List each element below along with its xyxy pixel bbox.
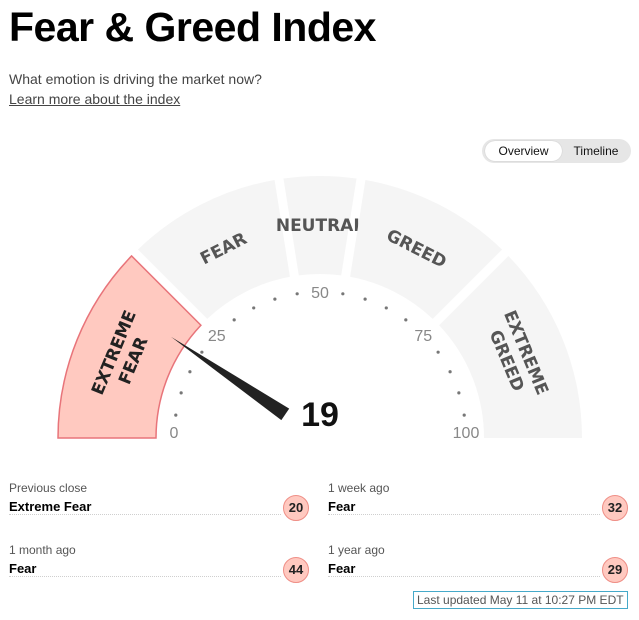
scale-dot	[252, 306, 256, 310]
stat-rating: Fear	[9, 561, 37, 576]
stat-value-badge: 44	[283, 557, 309, 583]
dotted-leader	[9, 576, 281, 577]
scale-dot	[232, 318, 236, 322]
page-subtitle: What emotion is driving the market now?	[9, 71, 262, 87]
scale-dot	[295, 292, 299, 296]
gauge-value: 19	[301, 396, 339, 434]
view-toggle: Overview Timeline	[482, 139, 631, 163]
stat-rating: Extreme Fear	[9, 499, 92, 514]
tick-label-25: 25	[208, 328, 226, 345]
stat-value-badge: 29	[602, 557, 628, 583]
tab-overview[interactable]: Overview	[485, 141, 562, 161]
gauge-segment-extreme-greed	[439, 255, 582, 438]
tick-label-100: 100	[453, 425, 480, 442]
gauge-segment-extreme-fear	[57, 254, 202, 439]
stat-label: Previous close	[9, 481, 88, 495]
stat-rating: Fear	[328, 499, 356, 514]
scale-dot	[363, 297, 367, 301]
scale-dot	[462, 413, 466, 417]
stat-value-badge: 20	[283, 495, 309, 521]
page-title: Fear & Greed Index	[9, 4, 376, 50]
gauge-label-neutral: NEUTRAL	[276, 216, 364, 236]
dotted-leader	[328, 514, 600, 515]
tick-label-75: 75	[414, 328, 432, 345]
tick-label-50: 50	[311, 285, 329, 302]
dotted-leader	[9, 514, 281, 515]
scale-dot	[273, 297, 277, 301]
dotted-leader	[328, 576, 600, 577]
stat-rating: Fear	[328, 561, 356, 576]
scale-dot	[179, 391, 183, 395]
scale-dot	[457, 391, 461, 395]
history-previous-close: Previous close Extreme Fear 20	[9, 481, 309, 521]
history-1-week-ago: 1 week ago Fear 32	[328, 481, 628, 521]
stat-label: 1 month ago	[9, 543, 76, 557]
tab-timeline[interactable]: Timeline	[573, 144, 619, 158]
history-1-month-ago: 1 month ago Fear 44	[9, 543, 309, 583]
tick-label-0: 0	[170, 425, 179, 442]
gauge-needle	[171, 336, 290, 421]
last-updated-timestamp: Last updated May 11 at 10:27 PM EDT	[413, 591, 628, 609]
stat-label: 1 year ago	[328, 543, 385, 557]
scale-dot	[341, 292, 345, 296]
gauge-segment-greed	[350, 179, 503, 319]
scale-dot	[436, 350, 440, 354]
scale-dot	[448, 370, 452, 374]
scale-dot	[200, 350, 204, 354]
learn-more-link[interactable]: Learn more about the index	[9, 91, 181, 107]
scale-dot	[188, 370, 192, 374]
gauge-center	[265, 383, 375, 445]
stat-label: 1 week ago	[328, 481, 390, 495]
history-1-year-ago: 1 year ago Fear 29	[328, 543, 628, 583]
scale-dot	[174, 413, 178, 417]
stat-value-badge: 32	[602, 495, 628, 521]
scale-dot	[404, 318, 408, 322]
scale-dot	[384, 306, 388, 310]
gauge-segment-neutral	[283, 176, 357, 276]
gauge-segment-fear	[137, 179, 290, 319]
